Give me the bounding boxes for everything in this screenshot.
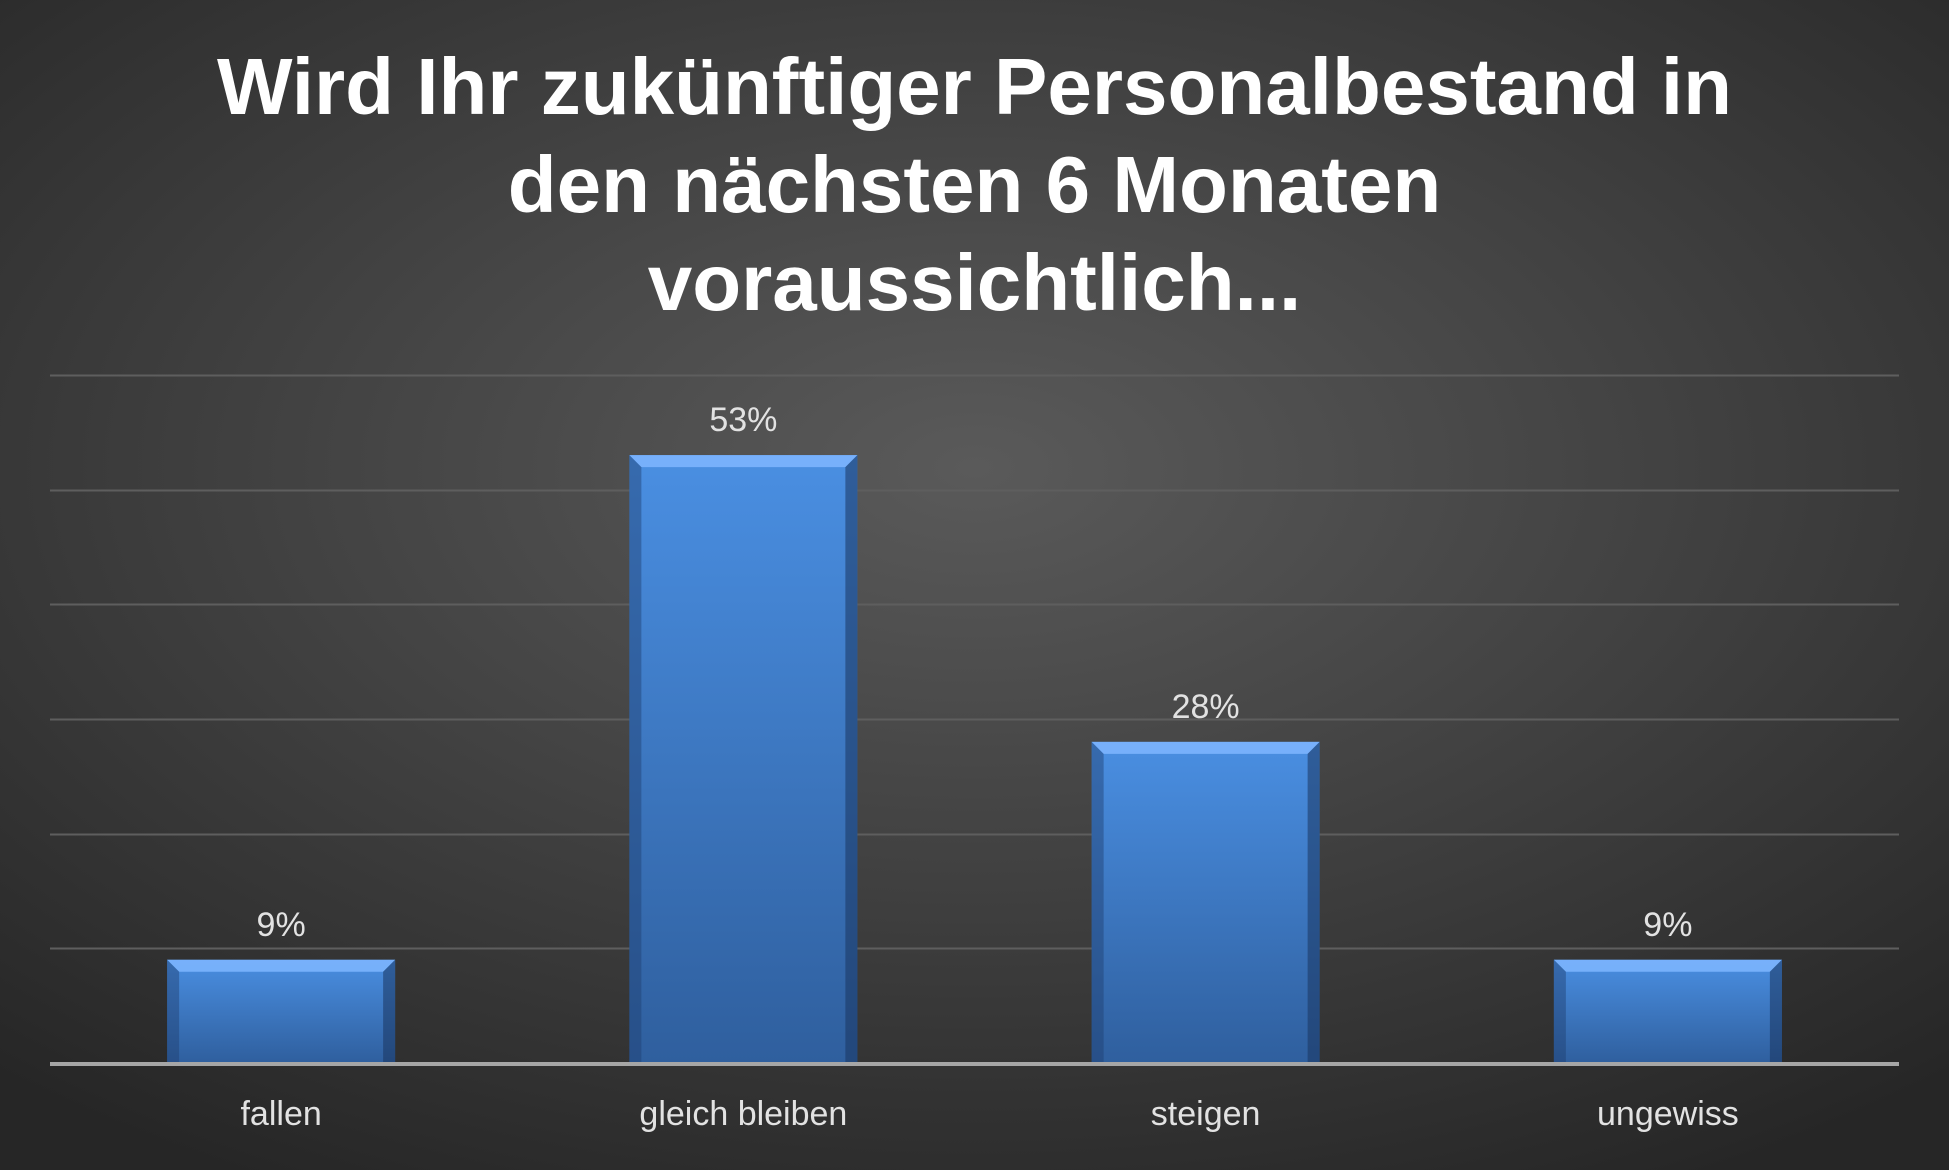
category-label-fallen: fallen: [240, 1095, 321, 1133]
category-label-ungewiss: ungewiss: [1597, 1095, 1739, 1133]
bar-body: [1091, 741, 1320, 1063]
bar-ungewiss: [1553, 959, 1782, 1063]
bar-bevel-top: [1091, 741, 1320, 754]
bar-bevel-right: [845, 455, 858, 1064]
gridlines: [50, 374, 1899, 950]
category-label-steigen: steigen: [1151, 1095, 1261, 1133]
bar-bevel-right: [383, 959, 396, 1063]
bars: [167, 455, 1782, 1064]
chart-title-line-1: Wird Ihr zukünftiger Personalbestand in: [217, 42, 1732, 131]
bar-bevel-left: [167, 959, 180, 1063]
bar-bevel-top: [1553, 959, 1782, 972]
bar-body: [1553, 959, 1782, 1063]
bar-body: [629, 455, 858, 1064]
bar-bevel-left: [629, 455, 642, 1064]
bar-bevel-right: [1769, 959, 1782, 1063]
chart-title-line-3: voraussichtlich...: [647, 238, 1302, 327]
chart-title-line-2: den nächsten 6 Monaten: [507, 140, 1442, 229]
bar-steigen: [1091, 741, 1320, 1063]
bar-bevel-left: [1553, 959, 1566, 1063]
bar-body: [167, 959, 396, 1063]
data-label-steigen: 28%: [1172, 688, 1240, 726]
bar-bevel-left: [1091, 741, 1104, 1063]
category-label-gleich-bleiben: gleich bleiben: [639, 1095, 847, 1133]
data-label-fallen: 9%: [257, 906, 306, 944]
data-label-ungewiss: 9%: [1643, 906, 1692, 944]
bar-fallen: [167, 959, 396, 1063]
bar-bevel-right: [1307, 741, 1320, 1063]
labels: 9% fallen 53% gleich bleiben 28% steigen 9% ung…: [240, 401, 1738, 1133]
chart-title: Wird Ihr zukünftiger Personalbestand in …: [150, 38, 1799, 332]
data-label-gleich-bleiben: 53%: [709, 401, 777, 439]
bar-bevel-top: [167, 959, 396, 972]
bar-bevel-top: [629, 455, 858, 468]
bar-gleich-bleiben: [629, 455, 858, 1064]
